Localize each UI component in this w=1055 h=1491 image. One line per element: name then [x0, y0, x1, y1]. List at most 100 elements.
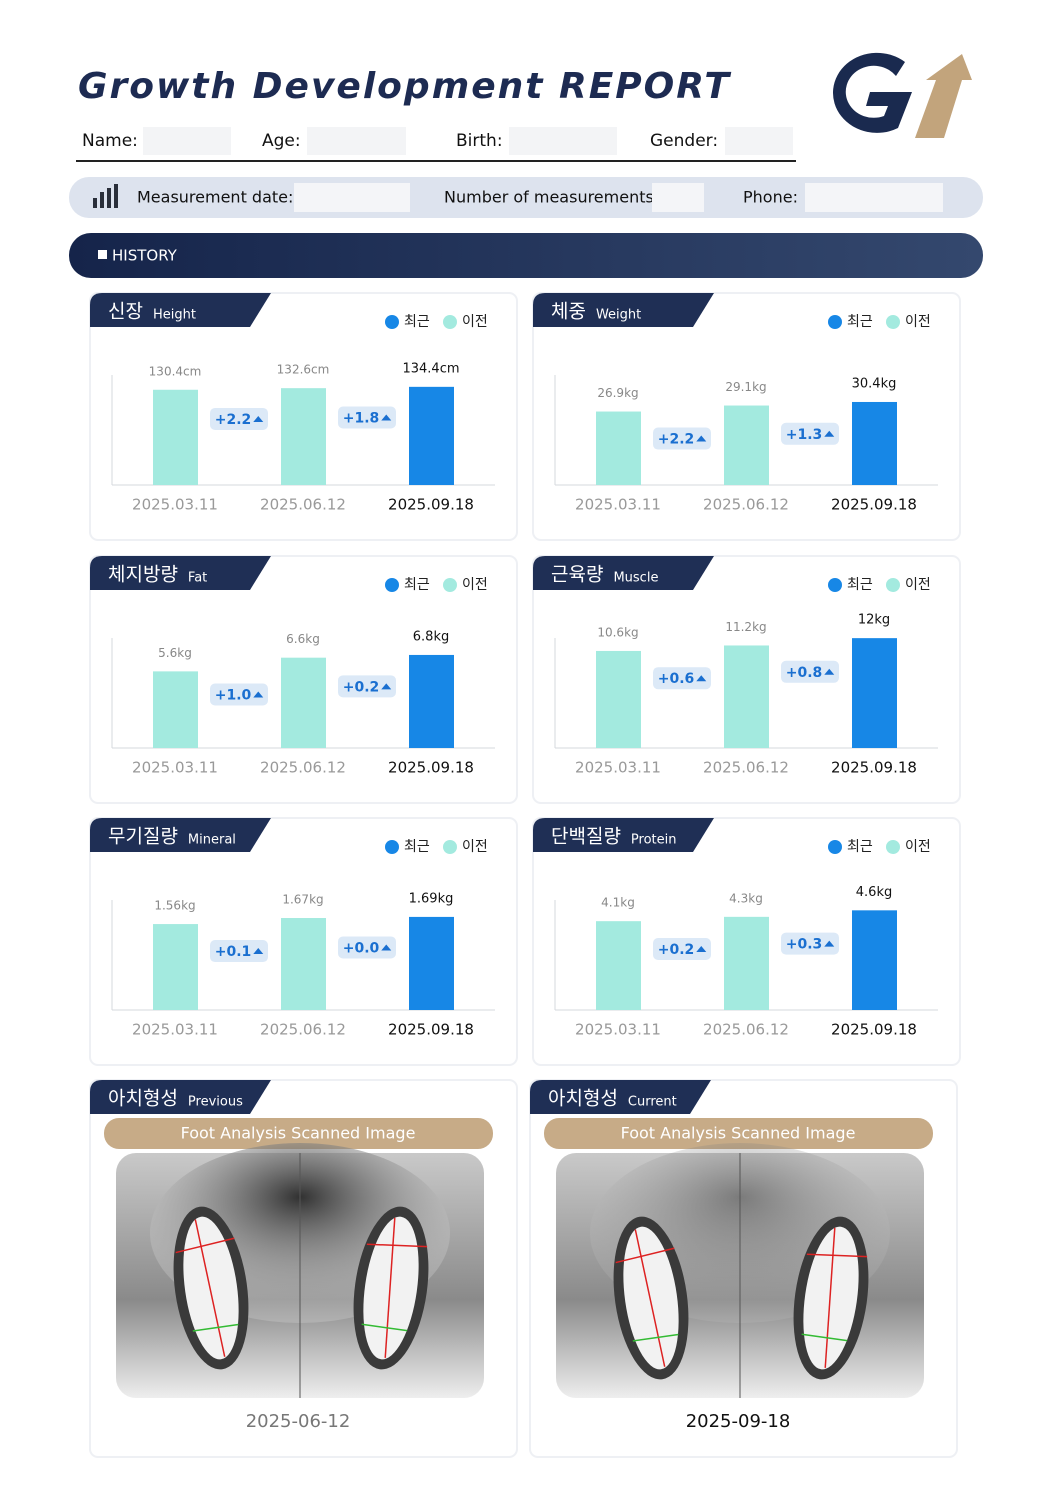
- value-label: 1.69kg: [409, 891, 454, 906]
- change-pill: [210, 407, 268, 430]
- foot: [353, 1206, 429, 1370]
- x-tick-label: 2025.09.18: [831, 1021, 917, 1039]
- value-label: 132.6cm: [277, 363, 330, 377]
- change-label: +0.8: [786, 665, 823, 681]
- foot-sole: [363, 1216, 419, 1360]
- change-label: +0.1: [215, 944, 252, 960]
- value-label: 10.6kg: [597, 625, 638, 639]
- scan-date: 2025-06-12: [246, 1411, 351, 1432]
- up-arrow: [696, 946, 707, 952]
- field-label: Name:: [82, 131, 138, 151]
- field-label: Number of measurements:: [444, 188, 659, 207]
- bar: [852, 401, 897, 485]
- field-label: Phone:: [743, 188, 798, 207]
- legend-swatch: [828, 315, 842, 329]
- legend-swatch: [385, 578, 399, 592]
- panel-title: 아치형성: [548, 1088, 618, 1110]
- x-tick-label: 2025.03.11: [575, 1021, 661, 1039]
- legend-label: 이전: [462, 577, 488, 593]
- section-title: HISTORY: [112, 247, 178, 265]
- x-tick-label: 2025.03.11: [575, 496, 661, 514]
- panel-tab: [533, 556, 714, 590]
- legend-label: 이전: [905, 577, 931, 593]
- legend-swatch: [886, 578, 900, 592]
- value-label: 134.4cm: [402, 361, 459, 376]
- axis-line: [366, 1243, 428, 1248]
- bar: [852, 638, 897, 748]
- legend-swatch: [886, 315, 900, 329]
- input-box: [509, 127, 617, 155]
- input-box: [805, 183, 943, 212]
- field-label: Measurement date:: [137, 188, 293, 207]
- field-label: Age:: [262, 131, 301, 151]
- x-tick-label: 2025.06.12: [260, 1021, 346, 1039]
- value-label: 1.56kg: [154, 899, 195, 913]
- panel-tab: [90, 1080, 271, 1114]
- legend-label: 최근: [404, 314, 430, 330]
- bar: [153, 389, 198, 485]
- chart-icon: [93, 184, 118, 208]
- x-tick-label: 2025.09.18: [388, 496, 474, 514]
- legend-label: 최근: [404, 577, 430, 593]
- change-pill: [653, 667, 711, 690]
- panel-subtitle: Protein: [631, 833, 677, 848]
- panel-subtitle: Height: [153, 308, 196, 323]
- panel-title: 신장: [108, 301, 143, 323]
- foot: [613, 1216, 689, 1380]
- x-tick-label: 2025.09.18: [388, 1021, 474, 1039]
- up-arrow: [824, 430, 835, 437]
- legend-swatch: [828, 578, 842, 592]
- legend-label: 이전: [905, 314, 931, 330]
- axis-line: [361, 1323, 408, 1332]
- value-label: 29.1kg: [725, 380, 766, 394]
- foot-sole: [183, 1216, 239, 1360]
- change-pill: [781, 660, 839, 683]
- input-box: [652, 183, 704, 212]
- panel-tab: [533, 293, 714, 327]
- bar: [724, 916, 769, 1010]
- legend-swatch: [385, 840, 399, 854]
- axis-line: [806, 1253, 868, 1258]
- axis-line: [632, 1333, 679, 1342]
- x-tick-label: 2025.03.11: [575, 759, 661, 777]
- change-pill: [338, 675, 396, 698]
- input-box: [725, 127, 793, 155]
- axis-line: [384, 1217, 396, 1358]
- change-label: +0.6: [658, 671, 695, 687]
- legend-swatch: [443, 315, 457, 329]
- bullet: [98, 250, 107, 259]
- bar: [596, 650, 641, 748]
- legend-swatch: [385, 315, 399, 329]
- change-label: +1.8: [343, 411, 380, 427]
- change-label: +1.3: [786, 427, 823, 443]
- up-arrow: [381, 944, 392, 951]
- up-arrow: [381, 683, 392, 690]
- input-box: [307, 127, 406, 155]
- up-arrow: [696, 435, 707, 442]
- axis-line: [824, 1227, 836, 1368]
- bar: [409, 654, 454, 748]
- up-arrow: [381, 414, 392, 421]
- x-tick-label: 2025.06.12: [260, 496, 346, 514]
- up-arrow: [253, 691, 264, 698]
- x-tick-label: 2025.09.18: [831, 759, 917, 777]
- panel-tab: [90, 556, 271, 590]
- legend-swatch: [443, 840, 457, 854]
- legend-swatch: [443, 578, 457, 592]
- panel-tab: [530, 1080, 711, 1114]
- legend-label: 이전: [462, 839, 488, 855]
- legend-label: 최근: [847, 577, 873, 593]
- change-pill: [338, 936, 396, 959]
- change-label: +0.2: [658, 942, 695, 958]
- panel-title: 단백질량: [551, 826, 621, 848]
- x-tick-label: 2025.03.11: [132, 496, 218, 514]
- change-pill: [210, 683, 268, 706]
- x-tick-label: 2025.06.12: [260, 759, 346, 777]
- change-pill: [781, 932, 839, 955]
- legend-swatch: [886, 840, 900, 854]
- caption: Foot Analysis Scanned Image: [181, 1124, 416, 1143]
- legend-label: 이전: [462, 314, 488, 330]
- panel-subtitle: Current: [628, 1095, 677, 1110]
- report-title: Growth Development REPORT: [78, 66, 731, 107]
